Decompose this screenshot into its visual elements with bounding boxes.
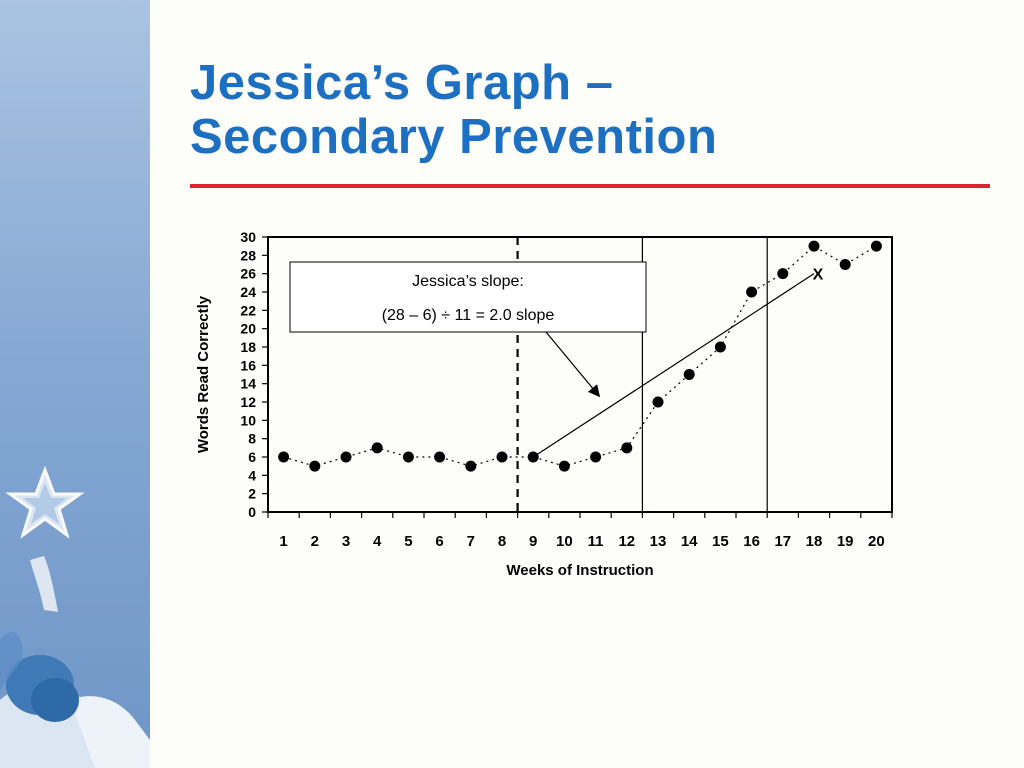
title-divider xyxy=(190,184,990,188)
slope-callout-line-2: (28 – 6) ÷ 11 = 2.0 slope xyxy=(382,307,555,324)
y-tick-label: 24 xyxy=(240,284,256,300)
slope-callout-arrow xyxy=(545,331,601,398)
x-tick-label: 8 xyxy=(498,533,506,550)
data-point xyxy=(714,341,726,353)
data-point xyxy=(496,451,508,463)
x-tick-label: 5 xyxy=(404,533,412,550)
x-tick-label: 6 xyxy=(435,533,443,550)
y-tick-label: 16 xyxy=(240,357,256,373)
x-tick-label: 15 xyxy=(712,533,729,550)
slope-annotation: Jessica’s slope: (28 – 6) ÷ 11 = 2.0 slo… xyxy=(289,261,647,398)
y-tick-label: 6 xyxy=(248,449,256,465)
star-icon xyxy=(5,465,85,539)
data-point xyxy=(777,268,789,280)
x-tick-label: 3 xyxy=(342,533,350,550)
data-point xyxy=(652,396,664,408)
slide-title: Jessica’s Graph – Secondary Prevention xyxy=(190,56,717,164)
y-tick-label: 22 xyxy=(240,302,256,318)
data-point xyxy=(621,442,633,454)
trend-end-marker: X xyxy=(813,267,824,284)
student-illustration xyxy=(0,465,150,768)
y-tick-label: 12 xyxy=(240,394,256,410)
data-point xyxy=(839,259,851,270)
x-tick-label: 20 xyxy=(868,533,885,550)
slope-trend-line xyxy=(532,273,815,458)
y-tick-label: 18 xyxy=(240,339,256,355)
x-tick-label: 4 xyxy=(373,533,382,550)
y-tick-label: 2 xyxy=(248,486,256,502)
x-axis-title: Weeks of Instruction xyxy=(506,562,653,579)
data-point xyxy=(402,451,414,463)
y-tick-label: 4 xyxy=(248,467,256,483)
slope-callout-line-1: Jessica’s slope: xyxy=(412,273,524,290)
y-tick-label: 8 xyxy=(248,431,256,447)
x-tick-label: 14 xyxy=(681,533,698,550)
y-tick-label: 0 xyxy=(248,504,256,520)
x-tick-label: 1 xyxy=(279,533,287,550)
data-point xyxy=(527,451,539,463)
y-tick-label: 20 xyxy=(240,321,256,337)
data-point xyxy=(590,451,602,463)
y-tick-label: 30 xyxy=(240,229,256,245)
x-tick-label: 18 xyxy=(806,533,823,550)
y-tick-label: 26 xyxy=(240,266,256,282)
x-tick-label: 10 xyxy=(556,533,573,550)
data-point xyxy=(808,240,820,252)
y-tick-label: 28 xyxy=(240,247,256,263)
x-tick-label: 2 xyxy=(311,533,319,550)
data-point xyxy=(309,460,321,472)
x-tick-label: 11 xyxy=(588,533,604,550)
x-tick-label: 9 xyxy=(529,533,537,550)
x-tick-label: 7 xyxy=(467,533,475,550)
data-point xyxy=(870,240,882,252)
data-point xyxy=(434,451,446,463)
data-point xyxy=(340,451,352,463)
data-point xyxy=(371,442,383,454)
data-point xyxy=(278,451,290,463)
data-point xyxy=(746,286,758,298)
x-tick-label: 16 xyxy=(743,533,760,550)
y-tick-label: 10 xyxy=(240,412,256,428)
sidebar-decoration xyxy=(0,0,150,768)
slide-title-line-2: Secondary Prevention xyxy=(190,110,718,164)
y-axis-title: Words Read Correctly xyxy=(195,295,212,453)
y-tick-label: 14 xyxy=(240,376,256,392)
data-point xyxy=(558,460,570,472)
slope-callout-box xyxy=(289,261,647,333)
data-point xyxy=(465,460,477,472)
data-point xyxy=(683,369,695,380)
x-tick-label: 12 xyxy=(618,533,635,550)
slide-title-line-1: Jessica’s Graph – xyxy=(190,56,614,110)
x-tick-label: 17 xyxy=(774,533,791,550)
x-tick-label: 19 xyxy=(837,533,854,550)
x-tick-label: 13 xyxy=(650,533,667,550)
